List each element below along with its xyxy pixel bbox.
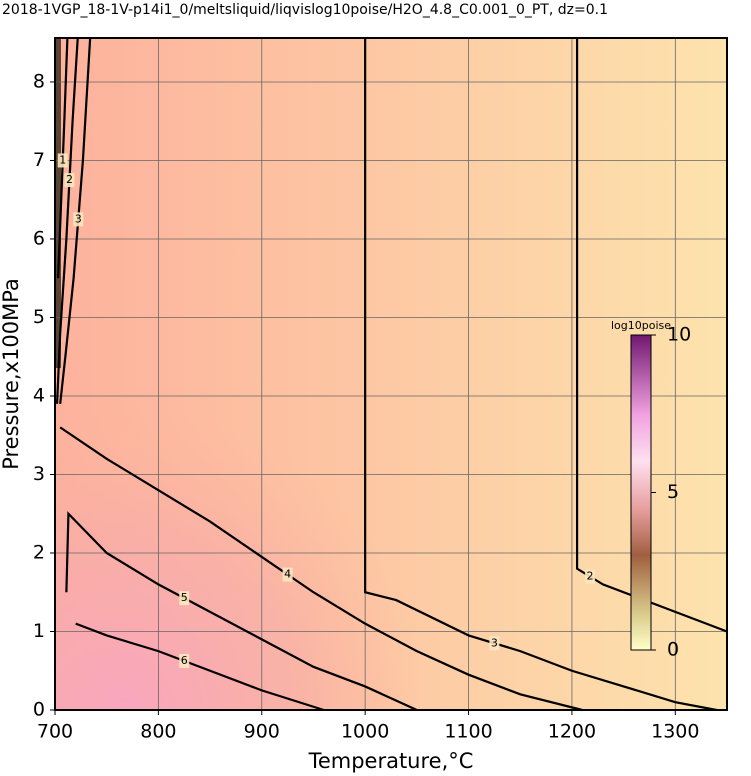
colorbar-tick-label: 0 (667, 639, 679, 661)
y-tick-label: 7 (33, 149, 45, 171)
x-tick-label: 1100 (444, 721, 492, 743)
plot-frame (54, 37, 728, 711)
contour-line (59, 37, 92, 404)
contour-label-bg (282, 567, 293, 582)
contour-line (364, 38, 717, 712)
contour-label: 4 (284, 568, 291, 581)
y-tick-label: 6 (33, 227, 45, 249)
x-axis-label: Temperature,°C (308, 749, 474, 773)
contour-label: 5 (181, 591, 188, 604)
contour-label-bg (57, 153, 68, 168)
y-tick-label: 2 (33, 541, 45, 563)
background (55, 38, 727, 710)
colorbar (630, 334, 652, 651)
contour-label: 3 (491, 636, 498, 649)
background (55, 38, 61, 368)
contour-label: 2 (66, 173, 73, 186)
x-tick-label: 1000 (341, 721, 389, 743)
contour-label-bg (179, 591, 190, 606)
contour-label-bg (489, 636, 500, 651)
y-axis-label: Pressure,x100MPa (0, 278, 23, 470)
contour-label-bg (179, 653, 190, 668)
colorbar-tick-label: 10 (667, 324, 691, 346)
y-tick-label: 0 (33, 699, 45, 721)
y-tick-label: 8 (33, 70, 45, 92)
contour-label: 3 (75, 212, 82, 225)
colorbar-tick-label: 5 (667, 481, 679, 503)
contour-line (575, 38, 728, 633)
x-tick-label: 1200 (548, 721, 596, 743)
y-tick-label: 3 (33, 463, 45, 485)
contour-line (65, 511, 418, 712)
y-tick-label: 1 (33, 620, 45, 642)
x-tick-label: 1300 (651, 721, 699, 743)
contour-label-bg (64, 173, 75, 188)
contour-label: 1 (59, 153, 66, 166)
chart-title: 2018-1VGP_18-1V-p14i1_0/meltsliquid/liqv… (2, 2, 608, 18)
contour-label: 6 (181, 654, 188, 667)
contour-line (59, 426, 583, 712)
contour-label-bg (585, 569, 596, 584)
colorbar-title: log10poise (611, 319, 671, 332)
y-tick-label: 5 (33, 306, 45, 328)
contour-label: 2 (587, 570, 594, 583)
x-tick-label: 900 (244, 721, 280, 743)
contour-line (55, 37, 79, 404)
y-tick-label: 4 (33, 384, 45, 406)
x-tick-label: 800 (140, 721, 176, 743)
x-tick-label: 700 (37, 721, 73, 743)
contour-label-bg (73, 212, 84, 227)
